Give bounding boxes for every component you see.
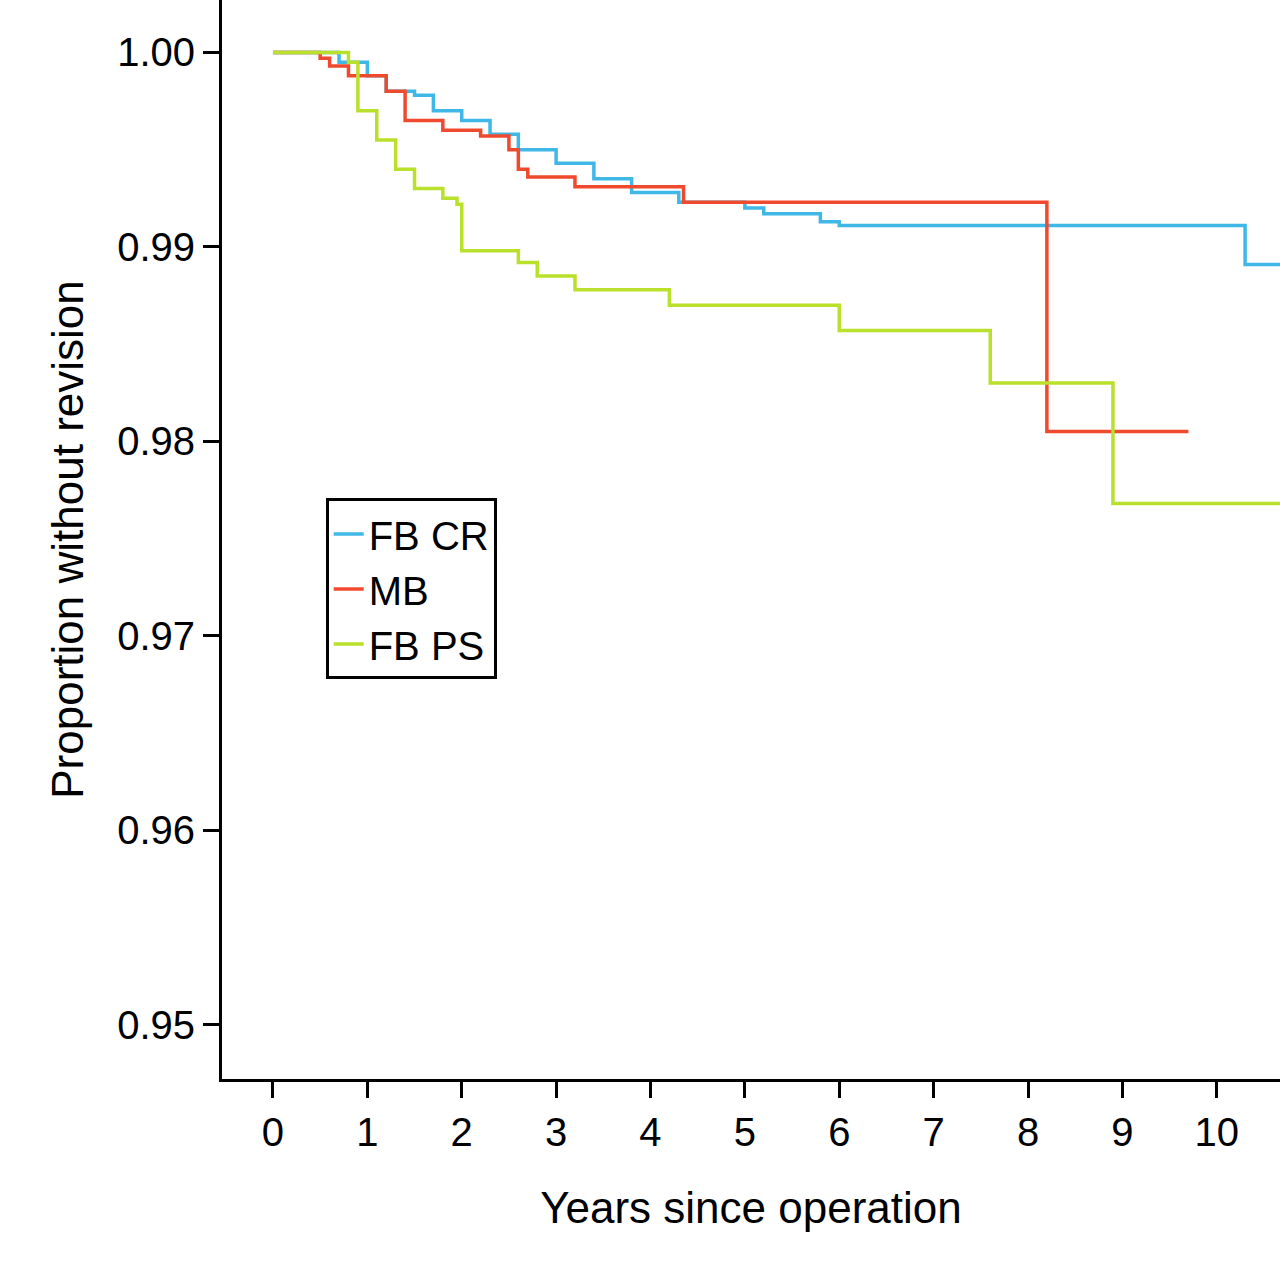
svg-text:FB PS: FB PS bbox=[369, 624, 485, 668]
svg-text:8: 8 bbox=[1017, 1110, 1039, 1154]
svg-text:10: 10 bbox=[1195, 1110, 1240, 1154]
svg-text:Years since operation: Years since operation bbox=[540, 1183, 962, 1232]
svg-text:3: 3 bbox=[545, 1110, 567, 1154]
svg-text:7: 7 bbox=[923, 1110, 945, 1154]
svg-text:Proportion without revision: Proportion without revision bbox=[43, 280, 92, 798]
svg-text:9: 9 bbox=[1111, 1110, 1133, 1154]
svg-text:2: 2 bbox=[451, 1110, 473, 1154]
svg-text:5: 5 bbox=[734, 1110, 756, 1154]
svg-text:4: 4 bbox=[639, 1110, 661, 1154]
svg-text:6: 6 bbox=[828, 1110, 850, 1154]
svg-text:0.97: 0.97 bbox=[117, 614, 195, 658]
svg-text:1.00: 1.00 bbox=[117, 30, 195, 74]
svg-text:1: 1 bbox=[356, 1110, 378, 1154]
svg-text:0.98: 0.98 bbox=[117, 419, 195, 463]
svg-text:FB CR: FB CR bbox=[369, 514, 489, 558]
svg-text:0: 0 bbox=[262, 1110, 284, 1154]
svg-text:0.95: 0.95 bbox=[117, 1003, 195, 1047]
svg-text:0.99: 0.99 bbox=[117, 225, 195, 269]
svg-text:MB: MB bbox=[369, 569, 429, 613]
svg-text:0.96: 0.96 bbox=[117, 808, 195, 852]
